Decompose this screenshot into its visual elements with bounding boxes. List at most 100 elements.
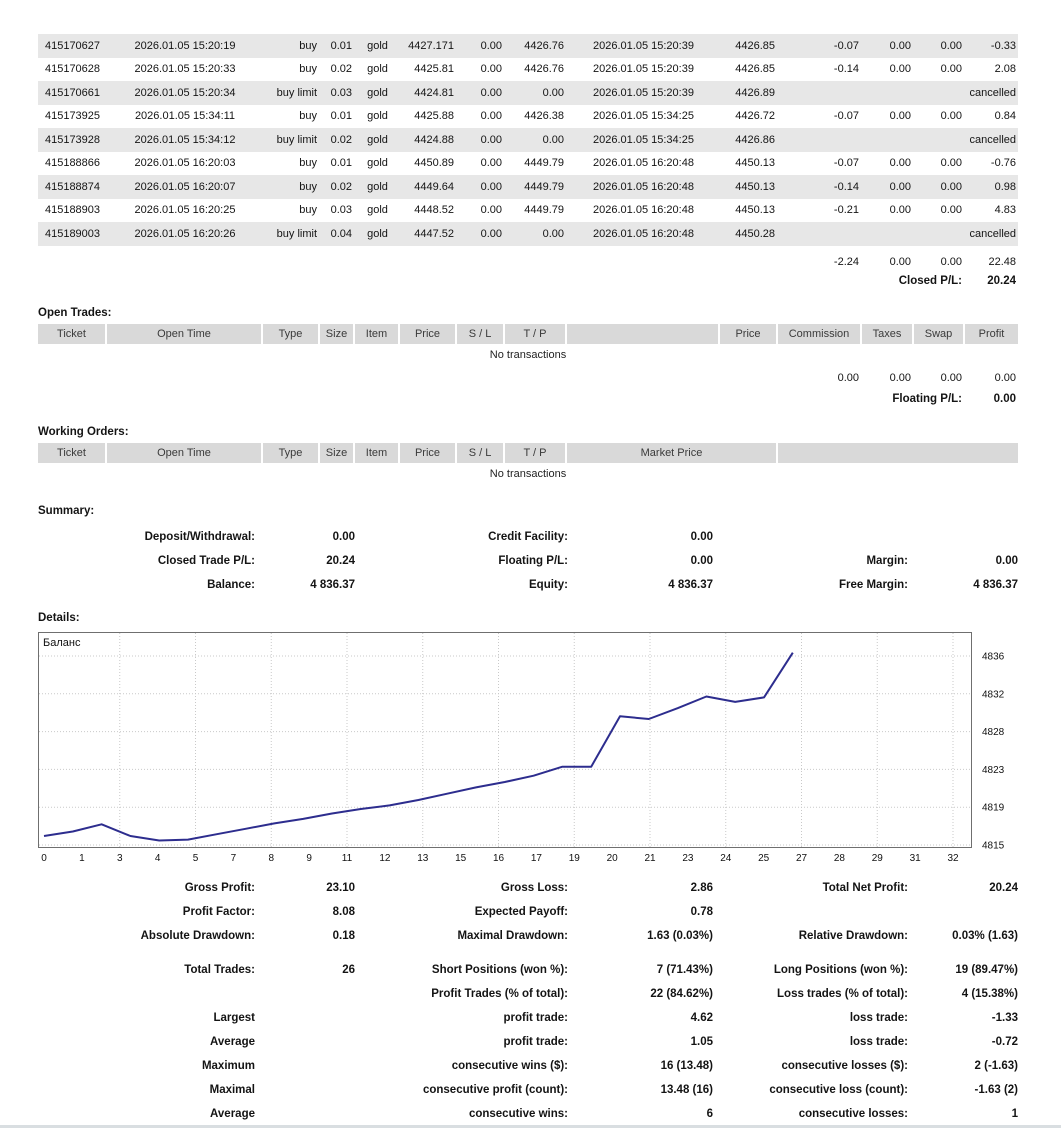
column-header: Swap [914,323,965,344]
cell: buy [299,63,317,76]
x-axis-label: 29 [872,853,884,864]
cell: gold [367,204,388,217]
cell: 2026.01.05 16:20:03 [134,157,236,170]
table-row: 415173928 2026.01.05 15:34:12 buy limit 0.0… [38,128,1018,152]
stat-value: 0.78 [690,905,713,918]
x-axis-label: 3 [117,853,123,864]
stat-value: 1 [1011,1107,1018,1120]
cell: 0.01 [330,110,352,123]
column-header: Type [263,442,320,463]
column-header: Size [320,323,355,344]
stat-value: 0.03% (1.63) [952,929,1018,942]
column-header [567,323,720,344]
stat-label: Balance: [207,578,255,591]
cell: 0.00 [889,157,911,170]
cell: 2026.01.05 15:34:25 [593,110,694,123]
cell: buy [299,180,317,193]
cell: 4450.13 [735,180,775,193]
stat-label: consecutive profit (count): [422,1083,568,1096]
stat-value: 4 (15.38%) [961,987,1018,1000]
column-header: Price [400,323,457,344]
cell: gold [367,180,388,193]
stat-row: Gross Profit: 23.10 Gross Loss: 2.86 Total N… [38,876,1018,900]
cell: -0.14 [833,180,859,193]
stat-label: consecutive wins: [468,1107,568,1120]
cell: 415189003 [44,227,101,240]
cell: 4449.79 [524,204,564,217]
y-axis-label: 4828 [982,727,1005,738]
cell: 4449.79 [524,180,564,193]
cell: cancelled [969,227,1016,240]
x-axis-label: 4 [155,853,161,864]
stat-value: 0.00 [690,530,713,543]
cell: 415170628 [44,63,101,76]
totals-cell: 0.00 [889,255,911,268]
cell: -0.14 [833,63,859,76]
cell: -0.07 [833,110,859,123]
stat-label: Maximal Drawdown: [457,929,568,942]
cell: 4424.88 [414,133,454,146]
cell: -0.21 [833,204,859,217]
column-header: Profit [965,323,1018,344]
cell: 0.00 [889,204,911,217]
stat-label: loss trade: [849,1011,908,1024]
cell: 4425.88 [414,110,454,123]
cell: 0.00 [480,180,502,193]
stat-group: Total Trades: 26 Short Positions (won %): 7… [38,958,1018,1006]
cell: gold [367,157,388,170]
x-axis-label: 19 [569,853,581,864]
cell: 0.00 [940,180,962,193]
closed-trades-totals-row: -2.24 0.00 0.00 22.48 [38,253,1018,271]
x-axis-label: 25 [758,853,770,864]
stat-value: 13.48 (16) [660,1083,713,1096]
cell: 415173925 [44,110,101,123]
y-axis-label: 4819 [982,802,1005,813]
cell: 0.00 [542,86,564,99]
stat-label: Profit Trades (% of total): [431,987,568,1000]
cell: 415170661 [44,86,101,99]
cell: 4450.28 [735,227,775,240]
stat-label: profit trade: [503,1011,568,1024]
cell: 2026.01.05 15:20:33 [134,63,236,76]
cell: 0.00 [480,227,502,240]
stat-value: -0.72 [991,1035,1018,1048]
closed-pl-value: 20.24 [987,274,1016,287]
floating-pl-row: Floating P/L: 0.00 [38,390,1018,408]
column-header [778,442,1018,463]
cell: buy limit [276,133,317,146]
column-header: Price [400,442,457,463]
summary-grid: Deposit/Withdrawal: 0.00 Credit Facility: 0… [38,525,1018,597]
cell: 0.00 [889,39,911,52]
stat-label: consecutive wins ($): [451,1059,568,1072]
stat-value: 0.00 [995,554,1018,567]
cell: 4426.72 [735,110,775,123]
table-row: 415173925 2026.01.05 15:34:11 buy 0.01 gold 4… [38,105,1018,129]
open-trades-empty-note: No transactions [489,348,567,361]
cell: 0.00 [480,157,502,170]
stat-row: Average consecutive wins: 6 consecutive los… [38,1102,1018,1126]
stat-label: Relative Drawdown: [798,929,908,942]
y-axis-label: 4832 [982,689,1005,700]
x-axis-label: 27 [796,853,808,864]
cell: 2026.01.05 16:20:07 [134,180,236,193]
column-header: Price [720,323,778,344]
cell: 4450.13 [735,157,775,170]
stat-row: Largest profit trade: 4.62 loss trade: -1.33 [38,1006,1018,1030]
stat-label: loss trade: [849,1035,908,1048]
totals-cell: 0.00 [940,371,962,384]
details-title: Details: [38,611,80,624]
x-axis-label: 5 [193,853,199,864]
cell: 4450.13 [735,204,775,217]
closed-trades-table: 415170627 2026.01.05 15:20:19 buy 0.01 gold 4… [38,34,1018,291]
cell: 2026.01.05 16:20:48 [593,204,694,217]
stat-label: Expected Payoff: [474,905,568,918]
totals-cell: 22.48 [988,255,1016,268]
cell: 0.98 [994,180,1016,193]
cell: 0.00 [940,63,962,76]
table-row: 415188874 2026.01.05 16:20:07 buy 0.02 gold 4… [38,175,1018,199]
cell: 415170627 [44,39,101,52]
cell: 0.00 [480,86,502,99]
stat-label: profit trade: [503,1035,568,1048]
